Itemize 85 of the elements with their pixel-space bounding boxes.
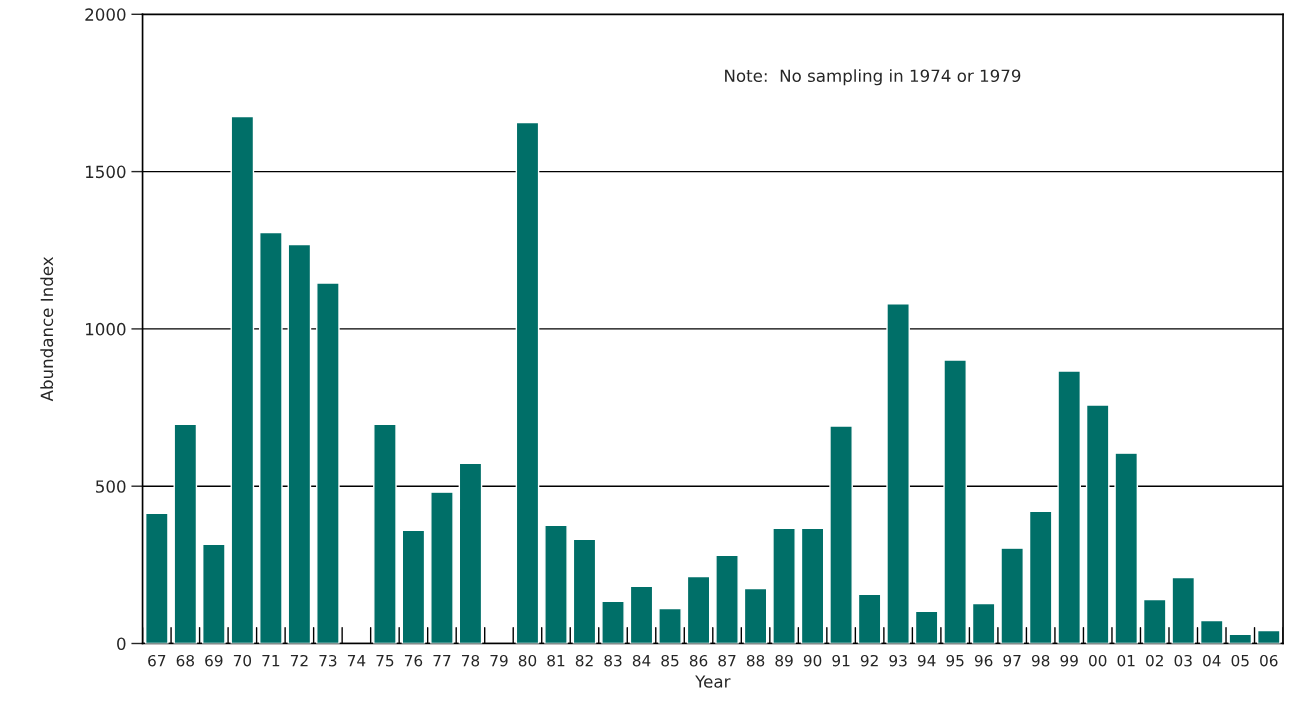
- annotation: Note: No sampling in 1974 or 1979: [725, 69, 1021, 86]
- bar: [1085, 404, 1110, 644]
- x-tick-label: 93: [889, 654, 907, 667]
- bar: [914, 610, 939, 644]
- x-tick-label: 68: [176, 654, 194, 667]
- bar: [658, 607, 682, 644]
- bar: [772, 527, 796, 644]
- bar: [971, 602, 996, 644]
- x-tick-label: 94: [917, 654, 936, 667]
- x-tick-label: 75: [376, 655, 394, 667]
- y-tick-label: 500: [96, 480, 126, 493]
- bar: [715, 554, 739, 644]
- bar: [1114, 452, 1139, 644]
- x-tick-label: 71: [262, 655, 280, 667]
- x-tick-label: 97: [1003, 654, 1021, 667]
- x-tick-label: 91: [832, 654, 850, 667]
- y-axis-title: Abundance Index: [40, 256, 54, 402]
- x-tick-label: 96: [974, 654, 993, 667]
- y-tick-label: 1500: [86, 165, 126, 179]
- bar: [401, 529, 426, 644]
- bar: [572, 538, 597, 644]
- bar: [259, 231, 283, 644]
- x-tick-label: 92: [860, 654, 878, 667]
- x-tick-label: 83: [604, 654, 622, 667]
- bar: [173, 423, 198, 644]
- bar: [230, 115, 255, 644]
- bar: [1142, 598, 1167, 644]
- bar: [316, 282, 340, 644]
- bar: [458, 462, 483, 644]
- bar: [857, 593, 882, 644]
- bar: [145, 512, 169, 644]
- bar: [943, 359, 967, 644]
- bar: [430, 491, 454, 644]
- bar: [829, 425, 853, 644]
- y-tick-label: 2000: [85, 8, 126, 21]
- bar: [1028, 510, 1053, 644]
- bar: [886, 303, 910, 644]
- x-tick-label: 74: [347, 655, 366, 667]
- x-tick-label: 77: [433, 655, 451, 667]
- bar: [743, 587, 768, 644]
- x-tick-label: 04: [1203, 654, 1221, 667]
- x-tick-label: 86: [689, 654, 708, 667]
- x-tick-label: 72: [290, 654, 308, 667]
- x-tick-label: 76: [404, 654, 423, 667]
- x-tick-label: 00: [1089, 654, 1107, 667]
- bar: [373, 423, 397, 644]
- x-tick-label: 70: [233, 654, 252, 667]
- y-tick-label: 1000: [86, 322, 126, 336]
- bar: [202, 543, 226, 644]
- x-tick-label: 89: [775, 654, 793, 667]
- x-tick-label: 02: [1146, 654, 1163, 667]
- bar: [544, 524, 568, 644]
- x-tick-label: 99: [1060, 654, 1078, 667]
- x-tick-label: 01: [1117, 654, 1135, 667]
- bar: [1171, 576, 1196, 644]
- x-tick-label: 03: [1174, 654, 1192, 667]
- x-tick-label: 87: [718, 654, 736, 667]
- x-tick-label: 06: [1260, 654, 1278, 667]
- bar: [515, 121, 540, 644]
- x-tick-label: 05: [1231, 654, 1249, 667]
- x-axis-title: Year: [695, 675, 731, 688]
- x-tick-label: 79: [490, 654, 508, 667]
- bar: [800, 527, 825, 644]
- y-tick-label: 0: [117, 637, 126, 651]
- x-tick-label: 90: [803, 654, 822, 667]
- bar: [1199, 619, 1224, 644]
- bar: [1228, 633, 1253, 644]
- bar: [287, 243, 312, 644]
- x-tick-label: 85: [661, 654, 679, 667]
- x-tick-label: 67: [148, 654, 166, 667]
- x-tick-label: 81: [547, 654, 565, 667]
- bar: [686, 575, 711, 644]
- x-tick-label: 84: [632, 654, 651, 667]
- x-tick-label: 82: [575, 654, 593, 667]
- x-tick-label: 88: [746, 654, 765, 667]
- x-tick-label: 69: [205, 654, 223, 667]
- bar: [1000, 547, 1024, 644]
- x-tick-label: 98: [1031, 654, 1050, 667]
- bar: [1057, 370, 1082, 644]
- x-tick-label: 80: [518, 654, 537, 667]
- bar: [629, 585, 654, 644]
- x-tick-label: 73: [319, 654, 337, 667]
- x-tick-label: 95: [946, 654, 964, 667]
- bar: [601, 600, 625, 644]
- x-tick-label: 78: [461, 654, 480, 667]
